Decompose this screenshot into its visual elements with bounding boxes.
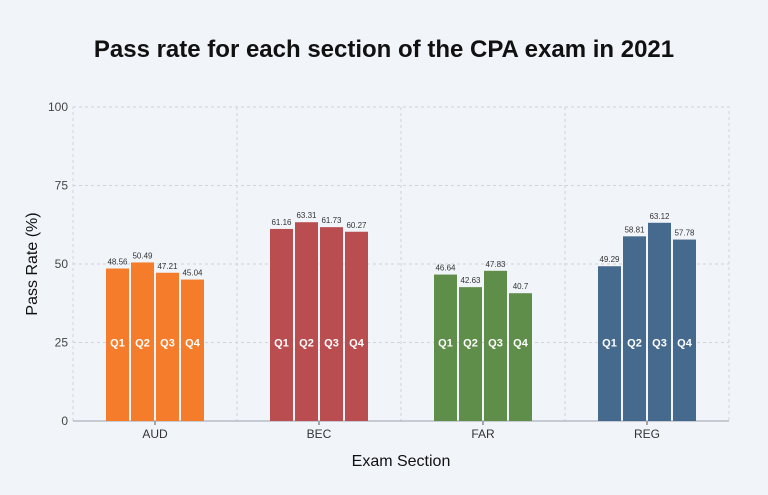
y-tick-label: 50 bbox=[55, 257, 69, 271]
y-tick-label: 0 bbox=[61, 414, 68, 428]
bar bbox=[131, 262, 154, 421]
x-axis-title: Exam Section bbox=[352, 453, 451, 470]
bar-series-label: Q1 bbox=[438, 338, 453, 350]
bar bbox=[598, 266, 621, 421]
bar-series-label: Q1 bbox=[274, 338, 289, 350]
bar-series-label: Q3 bbox=[160, 338, 175, 350]
bar bbox=[434, 274, 457, 421]
bar-value-label: 60.27 bbox=[346, 221, 367, 230]
bar-value-label: 40.7 bbox=[513, 282, 529, 291]
y-tick-label: 75 bbox=[55, 179, 69, 193]
bar-value-label: 48.56 bbox=[107, 258, 128, 267]
bar-value-label: 63.12 bbox=[649, 212, 670, 221]
bar bbox=[484, 270, 507, 421]
bar bbox=[648, 222, 671, 421]
bar-value-label: 47.83 bbox=[485, 260, 506, 269]
bar-series-label: Q4 bbox=[513, 338, 529, 350]
bar bbox=[673, 239, 696, 421]
bar-series-label: Q3 bbox=[488, 338, 503, 350]
bar-value-label: 45.04 bbox=[182, 269, 203, 278]
labels: 48.56 Q1 50.49 Q2 47.21 Q3 45.04 Q4 61.16 Q1 63.31… bbox=[107, 211, 695, 349]
bars bbox=[106, 222, 696, 421]
bar-value-label: 58.81 bbox=[624, 225, 645, 234]
bar-series-label: Q4 bbox=[185, 338, 201, 350]
x-tick-label: FAR bbox=[471, 427, 495, 441]
bar bbox=[623, 236, 646, 421]
bar bbox=[320, 227, 343, 421]
bar-value-label: 47.21 bbox=[157, 262, 178, 271]
bar-series-label: Q4 bbox=[349, 338, 365, 350]
bar bbox=[156, 272, 179, 421]
bar-series-label: Q3 bbox=[652, 338, 667, 350]
y-tick-label: 100 bbox=[48, 100, 68, 114]
bar-series-label: Q4 bbox=[677, 338, 693, 350]
x-tick-label: REG bbox=[634, 427, 660, 441]
bar-series-label: Q1 bbox=[602, 338, 617, 350]
bar-series-label: Q2 bbox=[627, 338, 642, 350]
bar-value-label: 57.78 bbox=[674, 229, 695, 238]
bar bbox=[509, 293, 532, 421]
bar-value-label: 49.29 bbox=[599, 255, 620, 264]
chart-title: Pass rate for each section of the CPA ex… bbox=[93, 36, 675, 63]
y-tick-label: 25 bbox=[55, 336, 69, 350]
bar-series-label: Q2 bbox=[299, 338, 314, 350]
bar bbox=[295, 222, 318, 421]
bar bbox=[345, 231, 368, 421]
bar-series-label: Q3 bbox=[324, 338, 339, 350]
bar bbox=[459, 287, 482, 421]
bar-value-label: 42.63 bbox=[460, 276, 481, 285]
bar bbox=[106, 268, 129, 421]
x-tick-label: BEC bbox=[307, 427, 332, 441]
bar-value-label: 61.73 bbox=[321, 216, 342, 225]
bar bbox=[181, 279, 204, 421]
bar-series-label: Q1 bbox=[110, 338, 125, 350]
y-axis-title: Pass Rate (%) bbox=[24, 212, 41, 315]
bar bbox=[270, 228, 293, 421]
bar-value-label: 46.64 bbox=[435, 264, 456, 273]
bar-value-label: 50.49 bbox=[132, 251, 153, 260]
bar-series-label: Q2 bbox=[135, 338, 150, 350]
x-tick-label: AUD bbox=[142, 427, 168, 441]
bar-value-label: 63.31 bbox=[296, 211, 317, 220]
bar-value-label: 61.16 bbox=[271, 218, 292, 227]
bar-series-label: Q2 bbox=[463, 338, 478, 350]
